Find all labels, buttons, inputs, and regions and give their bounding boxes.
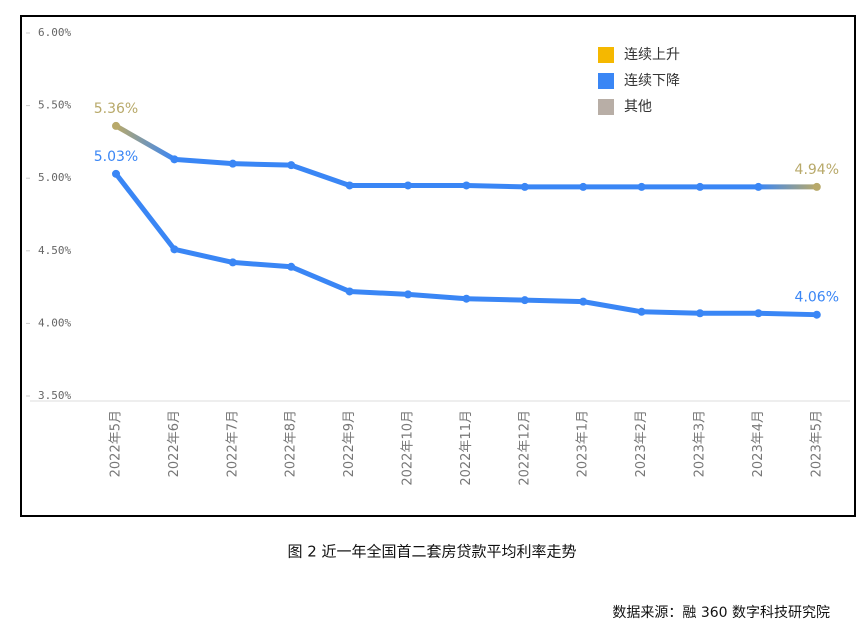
data-point — [579, 182, 588, 191]
y-tick-label: 5.00% — [38, 171, 71, 184]
source: 数据来源：融 360 数字科技研究院 — [612, 605, 830, 621]
line-segment — [463, 296, 528, 303]
legend-swatch — [598, 47, 614, 63]
chart-title: 图 2 近一年全国首二套房贷款平均利率走势 — [287, 543, 576, 561]
y-tick-label: 5.50% — [38, 99, 71, 112]
line-segment — [230, 259, 294, 270]
data-point — [754, 182, 763, 191]
x-tick-label: 2022年5月 — [109, 410, 124, 477]
data-point — [112, 121, 120, 130]
x-tick-label: 2022年8月 — [284, 410, 299, 477]
data-point — [520, 182, 529, 191]
x-tick-label: 2022年11月 — [459, 410, 474, 486]
x-tick-label: 2023年1月 — [576, 410, 591, 477]
data-point — [345, 287, 354, 296]
line-segment — [230, 161, 294, 168]
data-point — [345, 181, 354, 190]
x-tick-label: 2023年5月 — [809, 410, 824, 477]
line-segment — [580, 299, 645, 315]
line-segment — [288, 162, 353, 188]
x-tick-label: 2022年12月 — [517, 410, 532, 486]
y-tick-label: 4.50% — [38, 244, 71, 257]
data-point — [754, 309, 763, 318]
line-segment — [639, 309, 703, 316]
y-tick-label: 6.00% — [38, 26, 71, 39]
data-label: 4.06% — [795, 290, 839, 306]
data-point — [112, 169, 120, 178]
legend-label: 其他 — [624, 99, 652, 115]
legend-label: 连续下降 — [624, 72, 680, 89]
data-point — [812, 182, 821, 191]
line-segment — [113, 171, 177, 252]
data-point — [637, 307, 646, 316]
line-segment — [113, 123, 177, 162]
x-tick-label: 2022年10月 — [401, 410, 416, 486]
y-tick-label: 4.00% — [38, 316, 71, 329]
line-segment — [171, 246, 236, 265]
x-tick-label: 2022年9月 — [342, 410, 357, 477]
data-point — [696, 309, 704, 318]
line-segment — [405, 291, 469, 302]
data-point — [287, 161, 296, 170]
data-point — [170, 245, 179, 254]
data-point — [404, 181, 412, 190]
data-point — [462, 294, 471, 303]
data-point — [228, 258, 237, 267]
legend-swatch — [598, 73, 614, 89]
line-segment — [463, 182, 528, 190]
chart-frame — [20, 15, 856, 517]
legend-swatch — [598, 99, 614, 115]
data-point — [462, 181, 471, 190]
line-segment — [347, 288, 411, 297]
data-point — [696, 182, 704, 191]
x-tick-label: 2023年4月 — [751, 410, 766, 477]
data-point — [579, 297, 588, 306]
x-tick-label: 2022年7月 — [225, 410, 240, 477]
data-point — [170, 155, 179, 164]
data-point — [287, 262, 296, 271]
line-segment — [755, 310, 820, 318]
data-point — [228, 159, 237, 168]
data-point — [637, 182, 646, 191]
data-point — [404, 290, 412, 299]
data-point — [520, 296, 529, 305]
data-label: 5.36% — [94, 101, 138, 117]
data-point — [812, 310, 821, 319]
data-label: 5.03% — [94, 149, 138, 165]
line-segment — [522, 297, 586, 305]
y-tick-label: 3.50% — [38, 389, 71, 402]
line-segment — [288, 264, 353, 294]
data-label: 4.94% — [795, 162, 839, 178]
x-tick-label: 2023年3月 — [693, 410, 708, 477]
x-tick-label: 2023年2月 — [634, 410, 649, 477]
legend-label: 连续上升 — [624, 46, 680, 63]
x-tick-label: 2022年6月 — [167, 410, 182, 477]
line-segment — [171, 156, 236, 167]
